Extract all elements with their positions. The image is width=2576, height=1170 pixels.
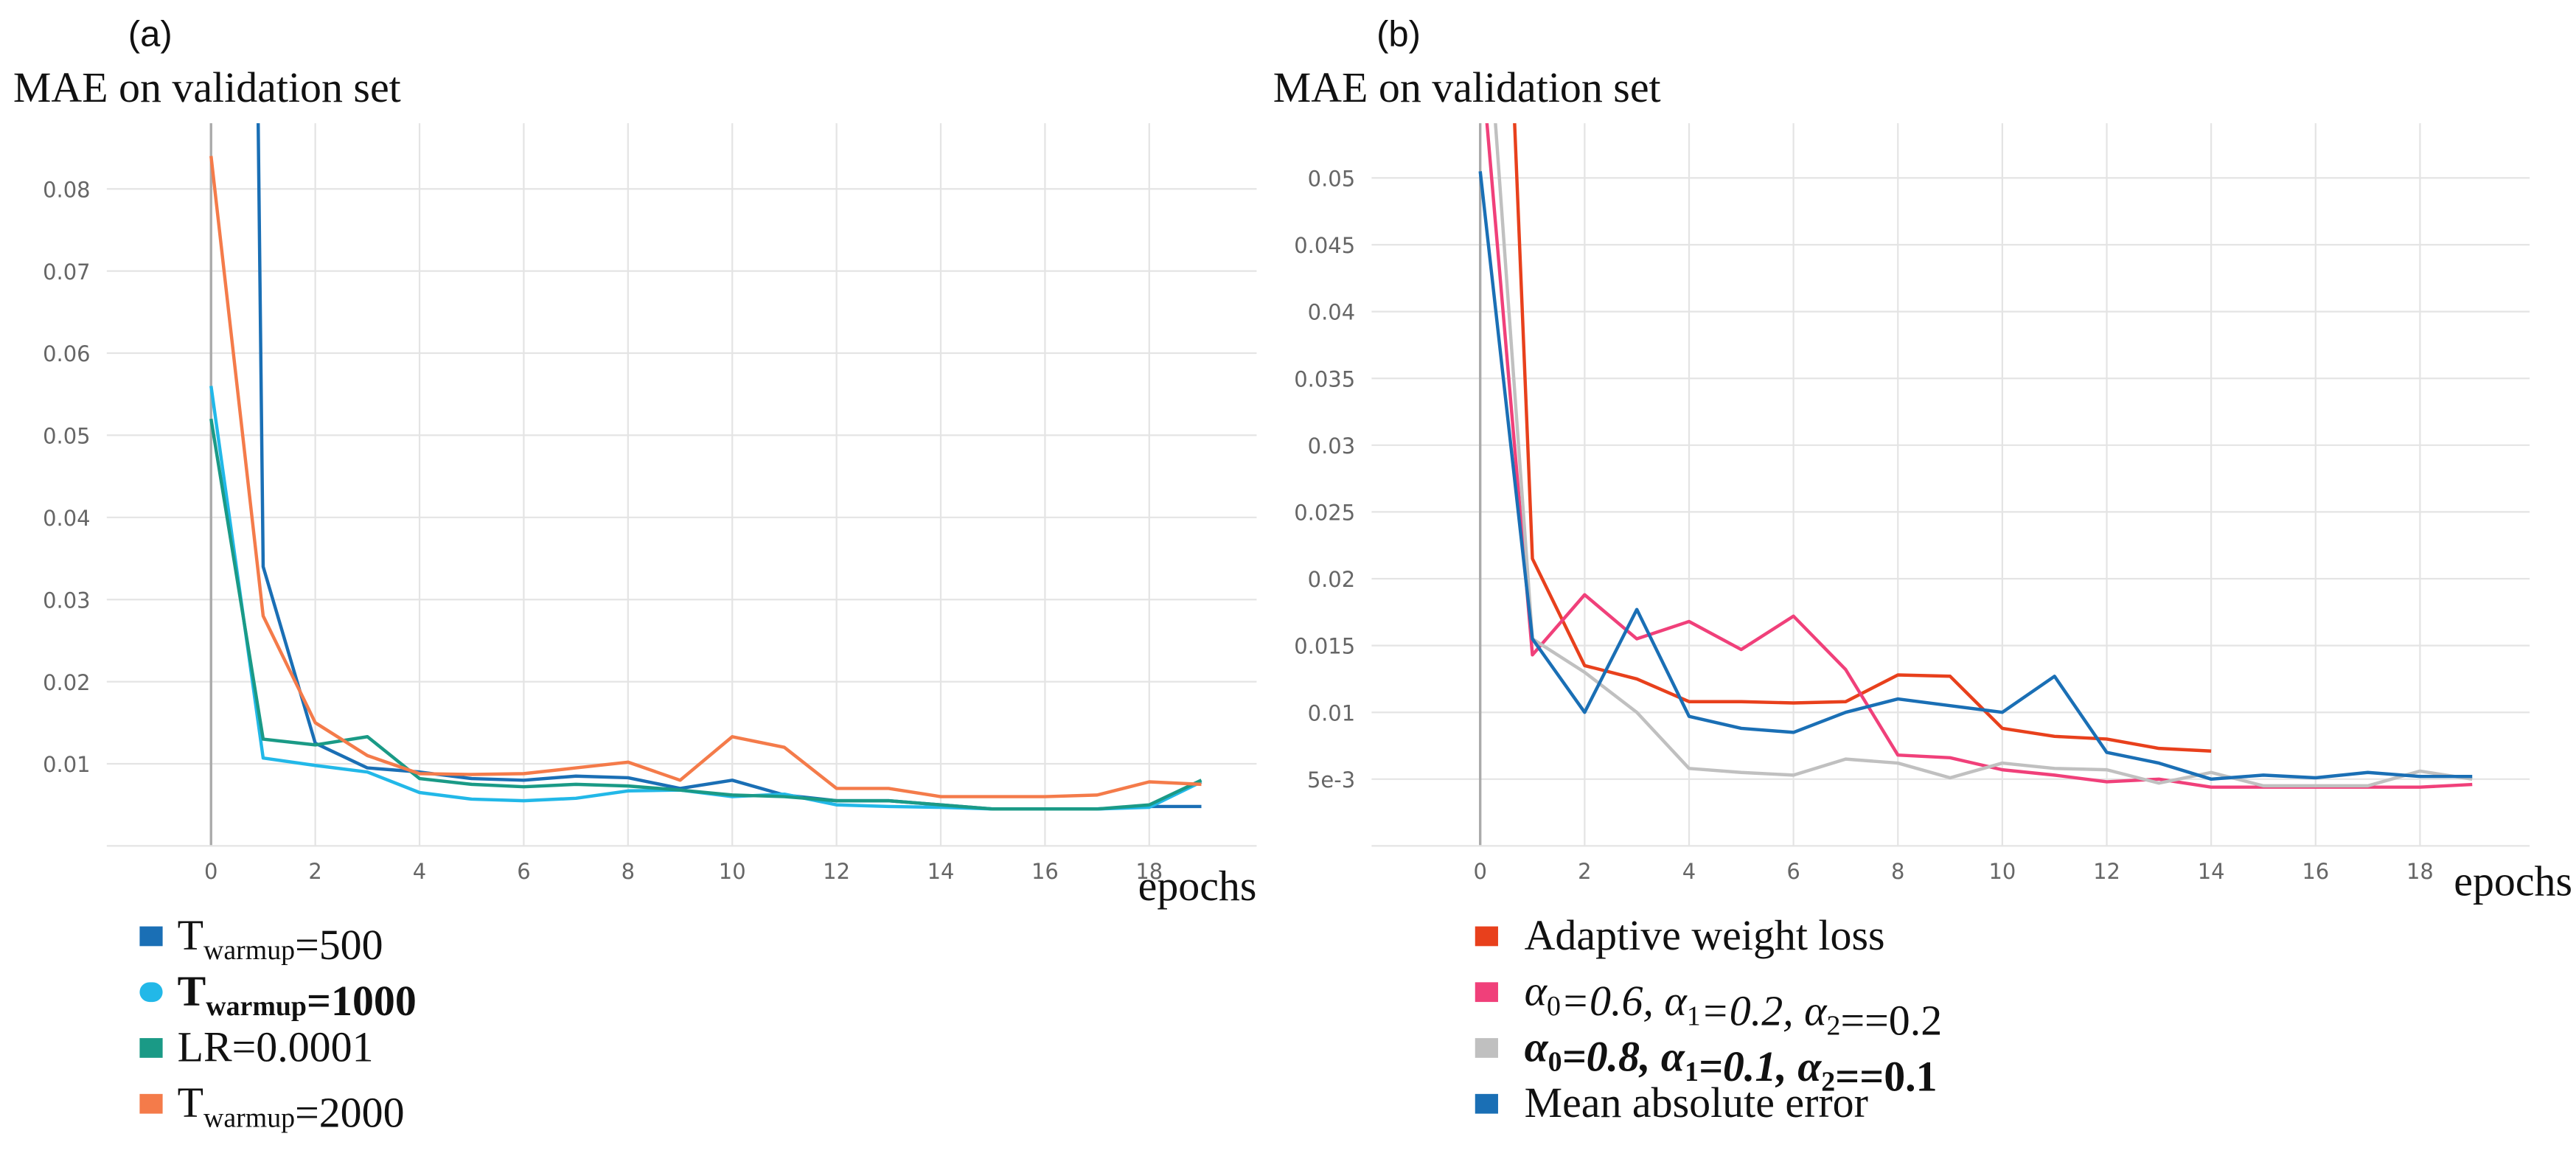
series-line bbox=[1478, 171, 2473, 781]
y-tick-label: 0.05 bbox=[43, 424, 90, 449]
x-tick-label: 6 bbox=[1786, 859, 1800, 884]
legend-marker bbox=[1475, 982, 1498, 1003]
y-tick-label: 0.035 bbox=[1294, 366, 1355, 391]
axis-title: MAE on validation set bbox=[1273, 63, 1661, 111]
legend-text-part: 1 bbox=[1685, 1056, 1699, 1087]
y-tick-label: 0.04 bbox=[43, 506, 90, 531]
y-tick-label: 0.03 bbox=[43, 588, 90, 613]
legend-text-part: α bbox=[1525, 967, 1548, 1015]
axis-title: MAE on validation set bbox=[13, 63, 401, 111]
series-line bbox=[256, 123, 1202, 811]
series-line bbox=[209, 386, 1202, 811]
x-tick-label: 10 bbox=[719, 859, 746, 884]
x-tick-label: 12 bbox=[2093, 859, 2120, 884]
x-tick-label: 10 bbox=[1988, 859, 2016, 884]
x-tick-label: 8 bbox=[622, 859, 635, 884]
y-tick-label: 0.045 bbox=[1294, 233, 1355, 258]
x-tick-label: 0 bbox=[204, 859, 217, 884]
x-tick-label: 2 bbox=[308, 859, 321, 884]
legend-text-part: Adaptive weight loss bbox=[1525, 911, 1885, 959]
panel-label: (b) bbox=[1376, 14, 1421, 54]
x-tick-label: 18 bbox=[1135, 859, 1163, 884]
x-tick-label: 12 bbox=[823, 859, 850, 884]
x-tick-label: 2 bbox=[1578, 859, 1591, 884]
legend-marker bbox=[1475, 1038, 1498, 1058]
legend-text-part: =2000 bbox=[295, 1088, 404, 1136]
y-tick-label: 0.08 bbox=[43, 177, 90, 202]
y-tick-label: 0.07 bbox=[43, 260, 90, 285]
y-tick-label: 0.015 bbox=[1294, 634, 1355, 659]
legend-text-part: ==0.1 bbox=[1835, 1052, 1937, 1100]
y-tick-label: 0.025 bbox=[1294, 501, 1355, 526]
legend-text-part: 1 bbox=[1687, 1000, 1701, 1031]
legend-text-part: warmup bbox=[203, 1102, 295, 1133]
series-line bbox=[209, 418, 1202, 811]
legend-text-part: =500 bbox=[295, 921, 383, 969]
legend-label: α0=0.6, α1=0.2, α2==0.2 bbox=[1525, 967, 1943, 1045]
x-tick-label: 14 bbox=[927, 859, 955, 884]
y-tick-label: 0.06 bbox=[43, 341, 90, 366]
legend-label: Twarmup=1000 bbox=[178, 967, 417, 1025]
x-tick-label: 0 bbox=[1473, 859, 1486, 884]
y-tick-label: 0.05 bbox=[1308, 167, 1355, 192]
legend-text-part: =0.2, α bbox=[1701, 986, 1828, 1034]
x-tick-label: 18 bbox=[2406, 859, 2434, 884]
legend-marker bbox=[1475, 926, 1498, 947]
panel-label: (a) bbox=[128, 14, 173, 54]
legend-label: α0=0.8, α1=0.1, α2==0.1 bbox=[1525, 1023, 1938, 1100]
legend-text-part: 0 bbox=[1548, 1047, 1562, 1078]
y-tick-label: 0.04 bbox=[1308, 300, 1355, 325]
series-line bbox=[209, 156, 1202, 798]
legend-text-part: T bbox=[178, 1079, 203, 1127]
legend-text-part: α bbox=[1525, 1023, 1549, 1070]
x-axis-label: epochs bbox=[1138, 862, 1257, 910]
legend-text-part: 2 bbox=[1827, 1011, 1841, 1042]
legend-text-part: T bbox=[178, 911, 203, 959]
x-tick-label: 14 bbox=[2198, 859, 2225, 884]
x-tick-label: 4 bbox=[1682, 859, 1696, 884]
y-tick-label: 0.02 bbox=[43, 670, 90, 695]
x-axis-label: epochs bbox=[2454, 857, 2572, 905]
legend-marker bbox=[139, 1093, 163, 1114]
legend-text-part: 2 bbox=[1821, 1066, 1835, 1097]
y-tick-label: 0.01 bbox=[1308, 700, 1355, 725]
y-tick-label: 0.03 bbox=[1308, 433, 1355, 459]
legend-text-part: ==0.2 bbox=[1840, 997, 1942, 1045]
y-tick-label: 5e-3 bbox=[1307, 767, 1355, 793]
legend-marker bbox=[139, 982, 163, 1003]
legend-label: Twarmup=500 bbox=[178, 911, 383, 969]
x-tick-label: 16 bbox=[1031, 859, 1059, 884]
legend-text-part: T bbox=[178, 967, 206, 1015]
legend-text-part: =0.6, α bbox=[1561, 977, 1688, 1025]
x-tick-label: 8 bbox=[1891, 859, 1904, 884]
y-tick-label: 0.02 bbox=[1308, 567, 1355, 592]
legend-text-part: =1000 bbox=[307, 977, 417, 1025]
legend-marker bbox=[139, 926, 163, 947]
series-line bbox=[1494, 123, 2473, 788]
legend-text-part: 0 bbox=[1547, 991, 1561, 1022]
x-tick-label: 4 bbox=[413, 859, 426, 884]
legend-text-part: warmup bbox=[206, 991, 307, 1022]
legend-text-part: LR=0.0001 bbox=[178, 1023, 374, 1070]
x-tick-label: 6 bbox=[517, 859, 530, 884]
series-line bbox=[1513, 123, 2212, 753]
legend-marker bbox=[1475, 1093, 1498, 1114]
legend-label: LR=0.0001 bbox=[178, 1023, 374, 1070]
legend-text-part: warmup bbox=[203, 935, 295, 966]
legend-label: Mean absolute error bbox=[1525, 1079, 1868, 1127]
legend-marker bbox=[139, 1038, 163, 1058]
legend-text-part: =0.8, α bbox=[1562, 1033, 1685, 1081]
legend-label: Twarmup=2000 bbox=[178, 1079, 405, 1136]
y-tick-label: 0.01 bbox=[43, 752, 90, 777]
x-tick-label: 16 bbox=[2302, 859, 2329, 884]
legend-label: Adaptive weight loss bbox=[1525, 911, 1885, 959]
legend-text-part: Mean absolute error bbox=[1525, 1079, 1868, 1127]
legend-text-part: =0.1, α bbox=[1699, 1042, 1822, 1090]
